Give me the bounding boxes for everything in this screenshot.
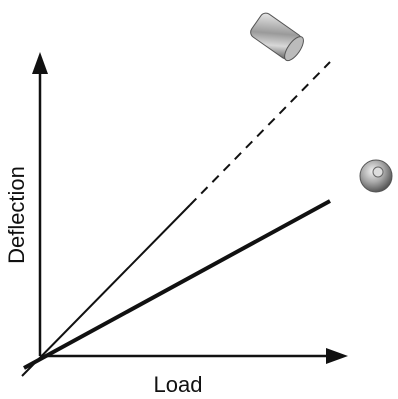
ball-icon — [359, 159, 393, 193]
thin-line-dashed — [189, 61, 331, 206]
thick-line — [23, 199, 331, 370]
y-axis-label: Deflection — [4, 166, 29, 264]
x-axis-arrow — [326, 348, 348, 364]
thin-line — [21, 204, 191, 377]
y-axis-arrow — [32, 52, 48, 74]
x-axis-label: Load — [154, 372, 203, 397]
cylinder-icon — [250, 12, 304, 62]
